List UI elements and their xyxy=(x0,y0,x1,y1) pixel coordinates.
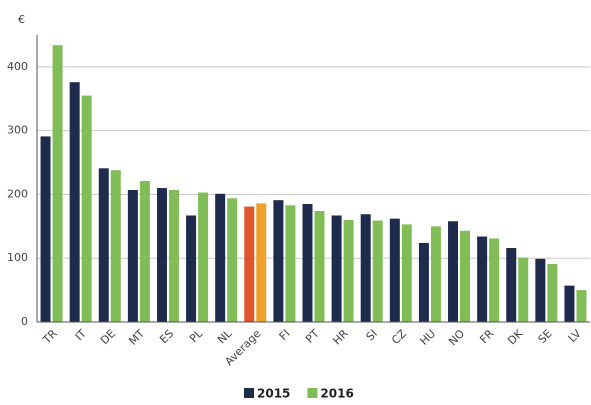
bar xyxy=(273,200,284,322)
bar xyxy=(477,236,488,322)
x-tick-label: FI xyxy=(277,327,293,343)
bar xyxy=(314,211,325,322)
bar xyxy=(535,258,546,322)
bar xyxy=(52,45,63,323)
x-tick-label: TR xyxy=(40,327,60,347)
bar xyxy=(215,193,226,322)
x-tick-label: IT xyxy=(73,327,89,343)
bar xyxy=(343,219,354,322)
y-tick-label: 400 xyxy=(7,60,28,73)
legend: 2015 2016 xyxy=(244,387,354,401)
bar xyxy=(302,204,313,322)
bar xyxy=(576,290,587,322)
bar xyxy=(168,189,179,322)
x-tick-label: DK xyxy=(505,326,526,347)
x-tick-label: PL xyxy=(187,326,206,345)
bar xyxy=(506,248,517,322)
x-tick-label: NL xyxy=(215,326,235,346)
bar xyxy=(98,168,109,322)
legend-swatch xyxy=(244,388,254,398)
x-tick-label: PT xyxy=(303,327,322,346)
legend-swatch xyxy=(307,388,318,398)
bar xyxy=(110,170,121,322)
bar xyxy=(227,198,238,322)
bar xyxy=(360,214,371,322)
bar xyxy=(547,263,558,322)
bar xyxy=(256,203,267,322)
bar xyxy=(40,136,51,322)
x-tick-label: FR xyxy=(477,327,496,346)
bar xyxy=(139,181,150,322)
x-tick-label: SI xyxy=(364,327,380,343)
bar xyxy=(564,285,575,322)
bar xyxy=(418,242,429,322)
x-tick-label: NO xyxy=(446,327,467,348)
bar xyxy=(186,215,197,322)
legend-label: 2015 xyxy=(257,387,290,401)
legend-label: 2016 xyxy=(320,387,353,401)
bar xyxy=(489,238,500,322)
y-tick-label: 300 xyxy=(7,124,28,137)
bar xyxy=(389,218,400,322)
bar xyxy=(244,206,255,322)
bar xyxy=(198,192,209,322)
x-tick-label: MT xyxy=(126,327,147,348)
x-tick-label: CZ xyxy=(389,327,409,347)
bar xyxy=(401,224,412,322)
bar xyxy=(518,257,529,322)
x-tick-label: SE xyxy=(536,327,555,346)
x-tick-label: LV xyxy=(566,327,584,345)
bar xyxy=(69,82,80,322)
bar xyxy=(127,189,138,322)
y-tick-label: 100 xyxy=(7,251,28,264)
y-tick-label: 0 xyxy=(21,315,28,328)
x-tick-label: DE xyxy=(98,327,118,347)
bar xyxy=(331,215,342,322)
bar xyxy=(372,220,383,322)
x-tick-label: HU xyxy=(417,327,438,348)
x-tick-label: ES xyxy=(157,327,176,346)
y-unit: € xyxy=(18,13,25,26)
bar xyxy=(81,95,92,322)
bar xyxy=(448,221,459,322)
bar xyxy=(156,188,167,322)
bar xyxy=(285,205,296,322)
bar xyxy=(430,226,441,322)
x-tick-label: HR xyxy=(330,327,351,348)
y-tick-label: 200 xyxy=(7,187,28,200)
bar xyxy=(460,230,471,322)
